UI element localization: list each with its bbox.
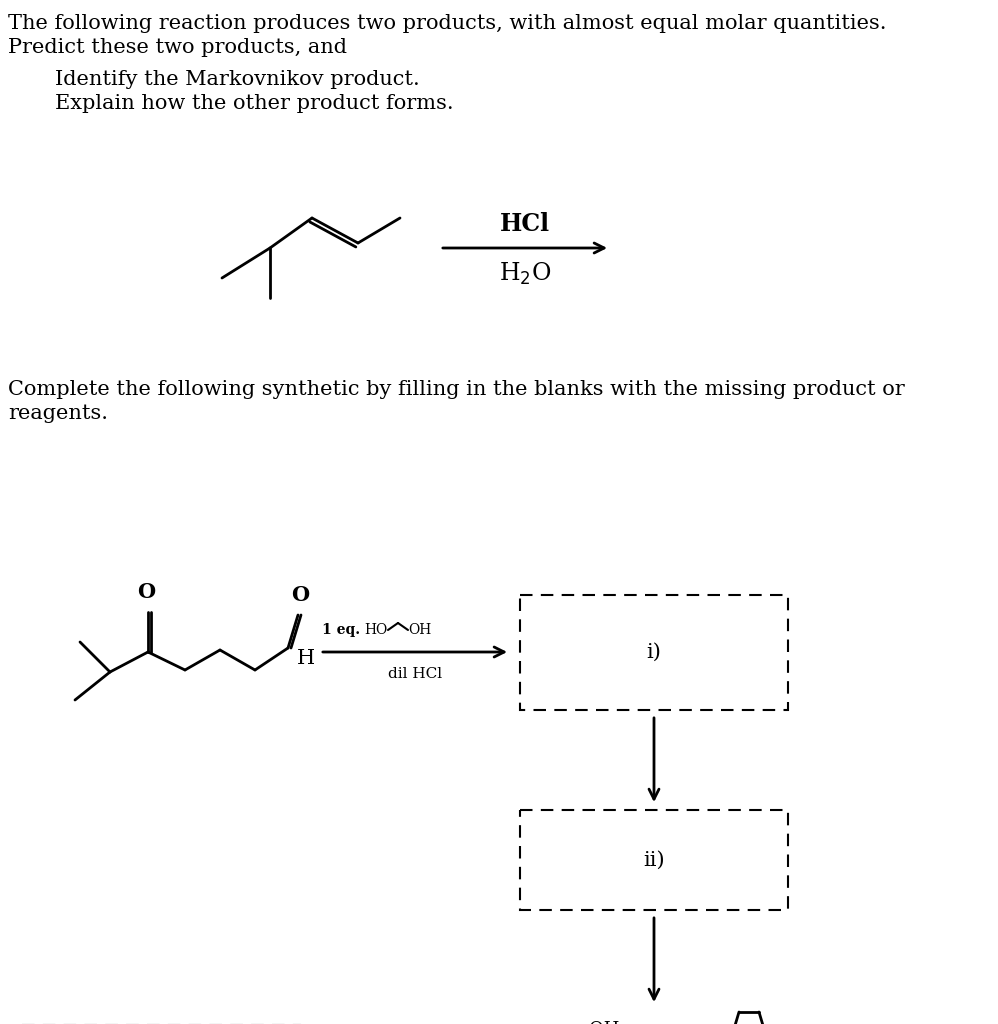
Text: Complete the following synthetic by filling in the blanks with the missing produ: Complete the following synthetic by fill…	[8, 380, 905, 399]
Text: dil HCl: dil HCl	[388, 667, 442, 681]
Text: ii): ii)	[643, 851, 665, 869]
FancyBboxPatch shape	[520, 595, 788, 710]
Text: reagents.: reagents.	[8, 404, 108, 423]
Text: Predict these two products, and: Predict these two products, and	[8, 38, 347, 57]
Text: The following reaction produces two products, with almost equal molar quantities: The following reaction produces two prod…	[8, 14, 886, 33]
Text: OH: OH	[408, 623, 431, 637]
Text: OH: OH	[589, 1021, 619, 1024]
Text: H$_2$O: H$_2$O	[499, 261, 551, 287]
Text: H: H	[297, 648, 315, 668]
Text: HCl: HCl	[500, 212, 550, 236]
Text: O: O	[291, 585, 309, 605]
Text: HO: HO	[364, 623, 387, 637]
Text: Identify the Markovnikov product.: Identify the Markovnikov product.	[55, 70, 420, 89]
Text: 1 eq.: 1 eq.	[322, 623, 360, 637]
Text: i): i)	[647, 643, 662, 662]
Text: Explain how the other product forms.: Explain how the other product forms.	[55, 94, 454, 113]
Text: O: O	[137, 582, 155, 602]
FancyBboxPatch shape	[520, 810, 788, 910]
